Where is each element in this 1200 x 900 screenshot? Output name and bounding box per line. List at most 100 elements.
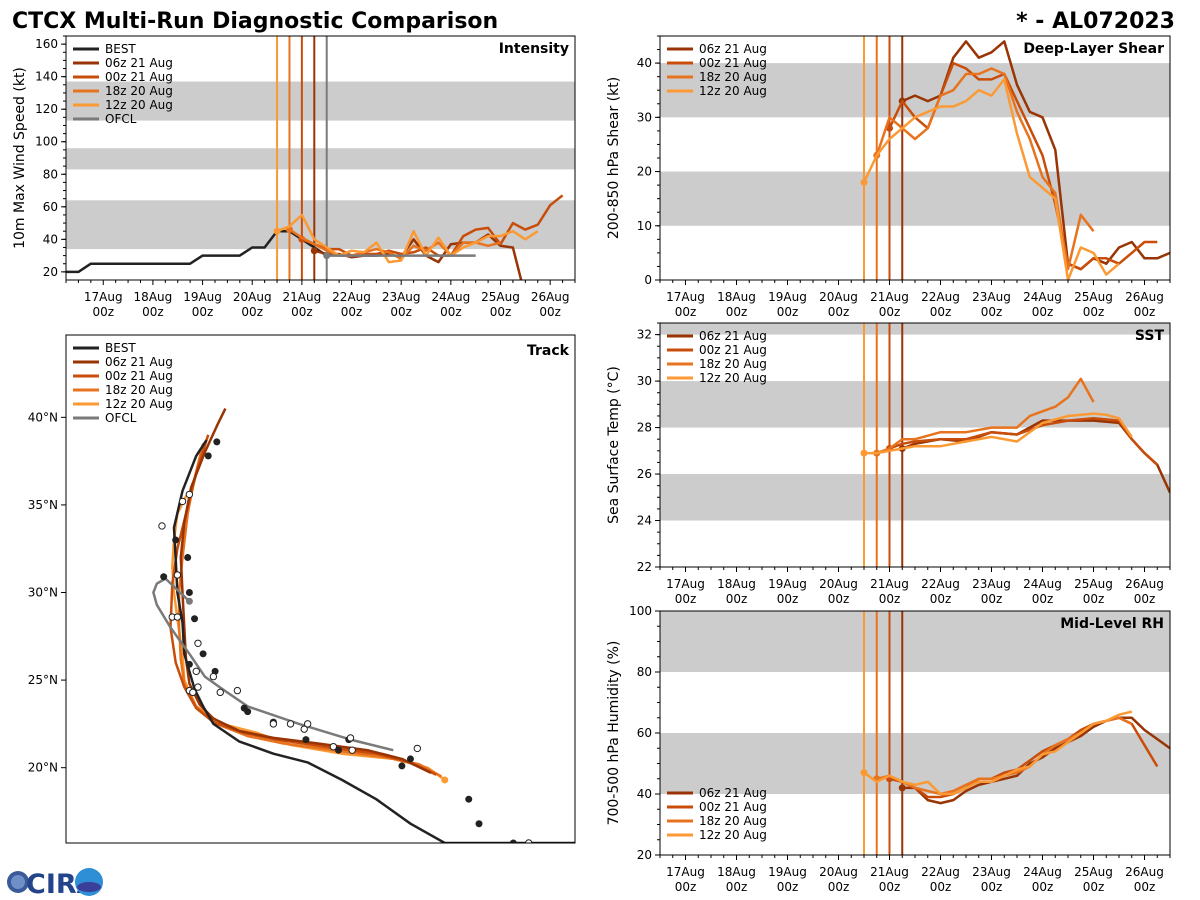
rh-ylabel: 700-500 hPa Humidity (%): [606, 641, 622, 826]
shear-xtick-hour: 00z: [777, 305, 799, 319]
shear-start-point-12z-20-aug: [860, 178, 868, 186]
rh-legend-label-06z-21-aug: 06z 21 Aug: [699, 786, 767, 800]
intensity-xtick-day: 17Aug: [84, 290, 123, 304]
track-title: Track: [527, 343, 570, 359]
sst-xtick-hour: 00z: [1083, 592, 1105, 606]
shear-xtick-hour: 00z: [930, 305, 952, 319]
sst-ytick-label: 30: [637, 374, 652, 388]
shear-xtick-day: 21Aug: [870, 290, 909, 304]
track-hollow-point-best: [185, 490, 194, 499]
track-point-best: [398, 762, 406, 770]
rh-xtick-hour: 00z: [1083, 880, 1105, 894]
track-point-best: [185, 660, 193, 668]
track-line-00z-21-aug: [169, 434, 437, 776]
shear-xtick-day: 26Aug: [1125, 290, 1164, 304]
sst-xtick-day: 21Aug: [870, 577, 909, 591]
intensity-xtick-day: 26Aug: [531, 290, 570, 304]
intensity-xtick-day: 18Aug: [134, 290, 173, 304]
sst-ytick-label: 26: [637, 467, 652, 481]
rh-xtick-day: 19Aug: [768, 865, 807, 879]
track-hollow-point-best: [158, 522, 166, 530]
rh-start-point-06z-21-aug: [898, 784, 906, 792]
intensity-xtick-day: 23Aug: [382, 290, 421, 304]
intensity-series-12z-20-aug: [276, 213, 539, 264]
track-point-best: [465, 795, 473, 803]
sst-xtick-day: 19Aug: [768, 577, 807, 591]
rh-ytick-label: 60: [637, 726, 652, 740]
intensity-xtick-hour: 00z: [241, 305, 263, 319]
track-hollow-point-ofcl: [194, 639, 202, 648]
track-legend-label-best: BEST: [105, 341, 136, 355]
sst-xtick-day: 23Aug: [972, 577, 1011, 591]
sst-xtick-day: 25Aug: [1074, 577, 1113, 591]
track-ytick-label: 20°N: [28, 761, 58, 775]
track-hollow-point-best: [173, 613, 182, 621]
sst-band-0: [660, 474, 1170, 521]
intensity-ytick-label: 100: [35, 135, 58, 149]
track-line-12z-20-aug: [171, 488, 446, 781]
shear-ytick-label: 0: [644, 273, 652, 287]
rh-ytick-label: 80: [637, 665, 652, 679]
rh-xtick-day: 17Aug: [666, 865, 705, 879]
sst-legend-label-06z-21-aug: 06z 21 Aug: [699, 329, 767, 343]
intensity-xtick-day: 20Aug: [233, 290, 272, 304]
track-frame: [65, 334, 576, 844]
intensity-xtick-hour: 00z: [341, 305, 363, 319]
rh-start-point-12z-20-aug: [860, 769, 868, 777]
sst-xtick-hour: 00z: [981, 592, 1003, 606]
intensity-xtick-day: 25Aug: [481, 290, 520, 304]
sst-xtick-day: 20Aug: [819, 577, 858, 591]
shear-title: Deep-Layer Shear: [1023, 41, 1164, 57]
intensity-start-point-12z-20-aug: [273, 227, 281, 235]
track-point-best: [406, 755, 414, 763]
shear-ytick-label: 20: [637, 165, 652, 179]
sst-xtick-hour: 00z: [1032, 592, 1054, 606]
track-hollow-point-ofcl: [300, 725, 308, 733]
intensity-band-0: [66, 200, 575, 250]
shear-band-0: [660, 171, 1170, 226]
shear-xtick-hour: 00z: [675, 305, 697, 319]
globe-inner-icon: [11, 875, 25, 889]
sst-xtick-day: 26Aug: [1125, 577, 1164, 591]
sst-legend-label-18z-20-aug: 18z 20 Aug: [699, 357, 767, 371]
sst-series-00z-21-aug: [889, 417, 1159, 466]
rh-xtick-hour: 00z: [930, 880, 952, 894]
track-point-best: [509, 839, 517, 843]
sst-xtick-day: 22Aug: [921, 577, 960, 591]
sst-title: SST: [1135, 328, 1165, 344]
shear-xtick-hour: 00z: [1134, 305, 1156, 319]
shear-xtick-hour: 00z: [981, 305, 1003, 319]
sst-band-2: [660, 323, 1170, 335]
intensity-xtick-hour: 00z: [490, 305, 512, 319]
rh-band-1: [660, 611, 1170, 672]
intensity-ytick-label: 40: [43, 232, 58, 246]
shear-xtick-hour: 00z: [726, 305, 748, 319]
track-hollow-point-ofcl: [209, 672, 218, 681]
track-ytick-label: 40°N: [28, 410, 58, 424]
track-line-ofcl: [152, 577, 394, 752]
sst-xtick-day: 18Aug: [717, 577, 756, 591]
intensity-ytick-label: 140: [35, 70, 58, 84]
intensity-ytick-label: 160: [35, 37, 58, 51]
track-ytick-label: 25°N: [28, 673, 58, 687]
rh-xtick-hour: 00z: [675, 880, 697, 894]
intensity-panel: 2040608010012014016017Aug00z18Aug00z19Au…: [12, 35, 576, 319]
rh-ytick-label: 20: [637, 848, 652, 862]
sst-legend-label-12z-20-aug: 12z 20 Aug: [699, 371, 767, 385]
sst-series-18z-20-aug: [876, 377, 1095, 455]
sst-xtick-hour: 00z: [879, 592, 901, 606]
track-point-best: [160, 573, 168, 581]
intensity-xtick-hour: 00z: [92, 305, 114, 319]
track-hollow-point-best: [216, 688, 224, 697]
shear-legend-label-00z-21-aug: 00z 21 Aug: [699, 56, 767, 70]
intensity-xtick-day: 24Aug: [432, 290, 471, 304]
sst-ylabel: Sea Surface Temp (°C): [606, 366, 622, 524]
sst-ytick-label: 22: [637, 560, 652, 574]
rh-xtick-day: 20Aug: [819, 865, 858, 879]
rh-title: Mid-Level RH: [1060, 616, 1164, 632]
shear-xtick-hour: 00z: [879, 305, 901, 319]
intensity-legend-label-06z-21-aug: 06z 21 Aug: [105, 56, 173, 70]
intensity-ytick-label: 120: [35, 102, 58, 116]
track-hollow-point-best: [346, 734, 355, 742]
intensity-xtick-hour: 00z: [142, 305, 164, 319]
